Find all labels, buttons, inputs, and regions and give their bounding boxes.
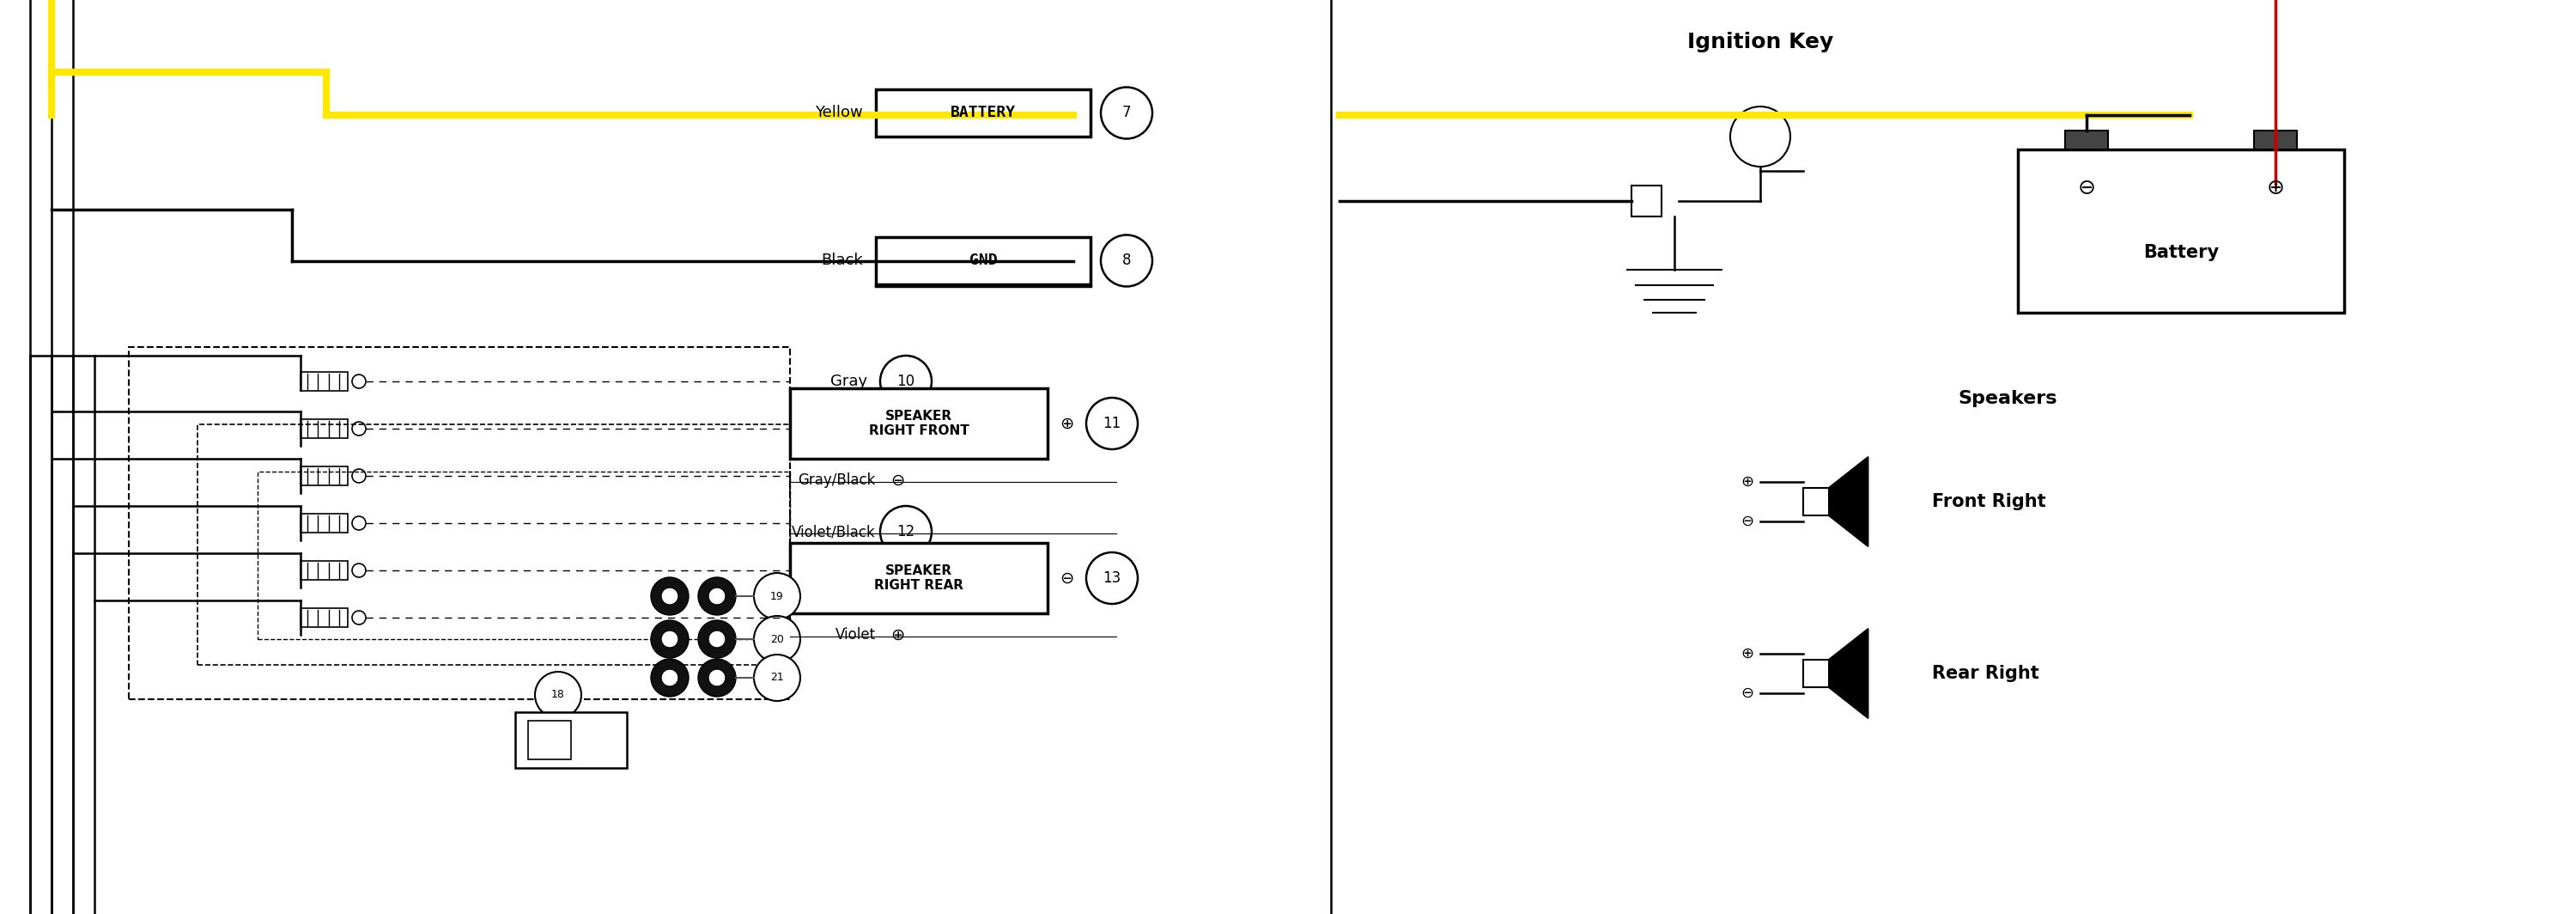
Circle shape: [652, 659, 688, 696]
Circle shape: [708, 588, 726, 605]
Polygon shape: [1829, 457, 1868, 547]
Text: 7: 7: [1123, 105, 1131, 121]
Bar: [876, 237, 1090, 284]
Text: Battery: Battery: [2143, 244, 2218, 261]
Circle shape: [755, 654, 801, 701]
Bar: [528, 721, 572, 760]
Circle shape: [652, 578, 688, 615]
Circle shape: [662, 588, 677, 605]
Circle shape: [881, 356, 933, 407]
Text: ⊖: ⊖: [2076, 178, 2097, 198]
Circle shape: [1087, 552, 1139, 604]
Bar: [301, 372, 348, 391]
Bar: [301, 608, 348, 627]
Bar: [1803, 660, 1829, 687]
Text: ⊖: ⊖: [1741, 514, 1754, 529]
Bar: [2066, 131, 2107, 150]
Circle shape: [1100, 235, 1151, 286]
Text: SPEAKER
RIGHT REAR: SPEAKER RIGHT REAR: [873, 564, 963, 592]
Circle shape: [1731, 107, 1790, 166]
Text: ⊕: ⊕: [1059, 415, 1074, 431]
Text: ⊕: ⊕: [891, 627, 904, 643]
Bar: [198, 424, 791, 664]
Text: GND: GND: [969, 253, 997, 269]
Circle shape: [662, 631, 677, 648]
Text: Gray/Black: Gray/Black: [799, 473, 876, 488]
Bar: [876, 90, 1090, 136]
Bar: [515, 712, 626, 768]
Bar: [301, 420, 348, 438]
Circle shape: [353, 564, 366, 578]
Bar: [791, 543, 1048, 613]
Circle shape: [353, 516, 366, 530]
Text: Ignition Key: Ignition Key: [1687, 32, 1834, 52]
Circle shape: [698, 621, 737, 658]
Circle shape: [662, 669, 677, 686]
Bar: [129, 347, 791, 699]
Text: 20: 20: [770, 633, 783, 644]
Circle shape: [1100, 87, 1151, 139]
Text: Gray: Gray: [829, 374, 868, 389]
Bar: [301, 466, 348, 485]
Text: 13: 13: [1103, 570, 1121, 586]
Text: ⊕: ⊕: [2267, 178, 2285, 198]
Circle shape: [755, 616, 801, 663]
Circle shape: [708, 669, 726, 686]
Circle shape: [353, 611, 366, 624]
Text: Yellow: Yellow: [814, 105, 863, 121]
Text: 21: 21: [770, 672, 783, 684]
Bar: [301, 561, 348, 579]
Bar: [791, 388, 1048, 459]
Circle shape: [536, 672, 582, 718]
Text: 8: 8: [1123, 253, 1131, 269]
Text: 19: 19: [770, 590, 783, 601]
Text: BATTERY: BATTERY: [951, 105, 1015, 121]
Text: Rear Right: Rear Right: [1932, 664, 2040, 682]
Text: 10: 10: [896, 374, 914, 389]
Polygon shape: [1829, 629, 1868, 718]
Bar: [258, 472, 791, 639]
Text: SPEAKER
RIGHT FRONT: SPEAKER RIGHT FRONT: [868, 409, 969, 438]
Text: 11: 11: [1103, 416, 1121, 431]
Circle shape: [698, 659, 737, 696]
Bar: [301, 514, 348, 533]
Text: 18: 18: [551, 689, 564, 700]
Circle shape: [1087, 398, 1139, 450]
Text: 12: 12: [896, 524, 914, 539]
Circle shape: [708, 631, 726, 648]
Text: ⊖: ⊖: [1741, 686, 1754, 701]
Text: Front Right: Front Right: [1932, 493, 2045, 510]
Circle shape: [652, 621, 688, 658]
Text: Violet: Violet: [835, 627, 876, 643]
Circle shape: [353, 375, 366, 388]
Circle shape: [881, 506, 933, 558]
Text: Violet/Black: Violet/Black: [791, 524, 876, 539]
Text: ⊕: ⊕: [1741, 474, 1754, 490]
Circle shape: [755, 573, 801, 620]
Text: ⊖: ⊖: [891, 472, 904, 488]
Text: Black: Black: [822, 253, 863, 269]
Bar: [2254, 131, 2298, 150]
Circle shape: [698, 578, 737, 615]
Text: Speakers: Speakers: [1958, 390, 2056, 407]
Circle shape: [353, 469, 366, 483]
Text: ⊖: ⊖: [1059, 570, 1074, 586]
Bar: [1631, 186, 1662, 217]
Bar: [1803, 488, 1829, 515]
Bar: [2017, 150, 2344, 313]
Circle shape: [353, 421, 366, 436]
Text: ⊕: ⊕: [1741, 646, 1754, 662]
